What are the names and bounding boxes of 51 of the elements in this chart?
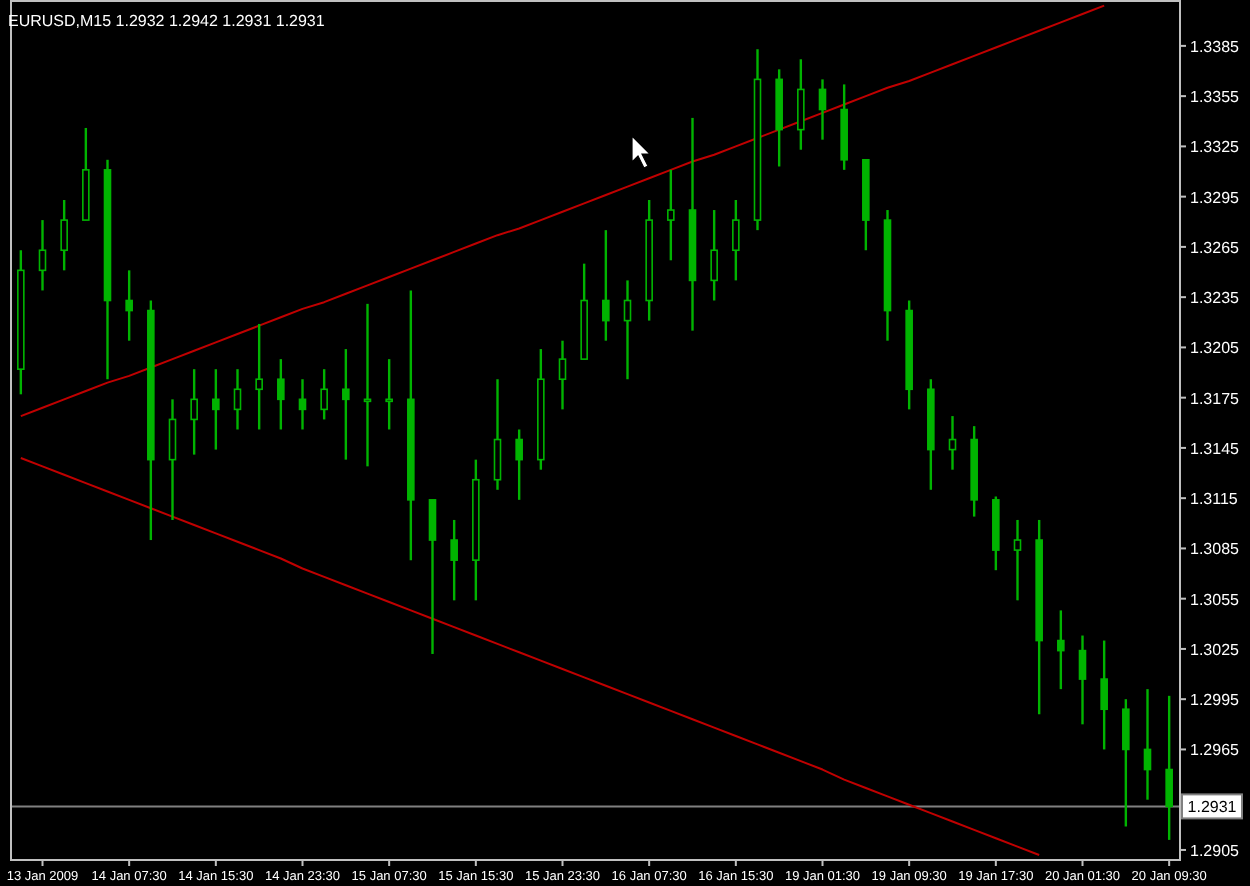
- y-tick-label: 1.3205: [1190, 339, 1241, 358]
- candlestick: [233, 367, 242, 431]
- candlestick: [385, 357, 393, 431]
- y-tick-label: 1.2995: [1190, 691, 1241, 710]
- candlestick: [168, 398, 177, 522]
- candlestick: [60, 198, 68, 272]
- candlestick: [732, 198, 740, 282]
- candlestick: [515, 428, 523, 502]
- y-tick-label: 1.3175: [1190, 389, 1241, 408]
- candlestick: [320, 367, 328, 421]
- y-tick-label: 1.3295: [1190, 188, 1241, 207]
- y-tick-label: 1.3115: [1190, 490, 1239, 509]
- candlestick: [1143, 687, 1152, 801]
- ref-line-label: 1.2931: [1187, 798, 1238, 817]
- candlestick: [1165, 694, 1173, 842]
- y-tick-label: 1.3235: [1190, 289, 1241, 308]
- y-tick-label: 1.3085: [1190, 540, 1241, 559]
- candlestick: [428, 498, 437, 656]
- candlestick: [1100, 639, 1108, 751]
- y-tick-label: 1.3385: [1190, 37, 1241, 56]
- line-series: [19, 456, 1041, 856]
- candlestick: [710, 208, 718, 302]
- candlestick: [298, 378, 307, 431]
- candlestick: [818, 78, 827, 141]
- candlestick: [1078, 634, 1087, 726]
- y-tick-label: 1.2965: [1190, 741, 1241, 760]
- y-tick-label: 1.3055: [1190, 590, 1241, 609]
- candlestick: [1122, 697, 1130, 828]
- y-tick-label: 1.3325: [1190, 138, 1241, 157]
- candlestick: [342, 347, 350, 461]
- candlestick: [667, 168, 675, 262]
- candlestick: [125, 269, 133, 342]
- y-tick-label: 1.3025: [1190, 640, 1241, 659]
- candlestick: [38, 218, 47, 292]
- candlestick: [450, 518, 458, 602]
- y-tick-label: 1.3265: [1190, 238, 1241, 257]
- candlestick: [493, 378, 502, 491]
- candlestick: [277, 357, 285, 431]
- y-tick-label: 1.2905: [1190, 841, 1241, 860]
- candlestick: [602, 228, 610, 342]
- candlestick: [1013, 518, 1022, 602]
- candlestick: [623, 279, 632, 381]
- candlestick: [1057, 609, 1065, 691]
- y-tick-label: 1.3355: [1190, 88, 1241, 107]
- y-tick-label: 1.3145: [1190, 439, 1241, 458]
- candlestick: [255, 322, 263, 431]
- candlestick: [212, 367, 220, 451]
- candlestick: [797, 58, 805, 151]
- candlestick: [190, 367, 198, 456]
- candlestick: [558, 339, 567, 411]
- candlestick: [948, 414, 957, 471]
